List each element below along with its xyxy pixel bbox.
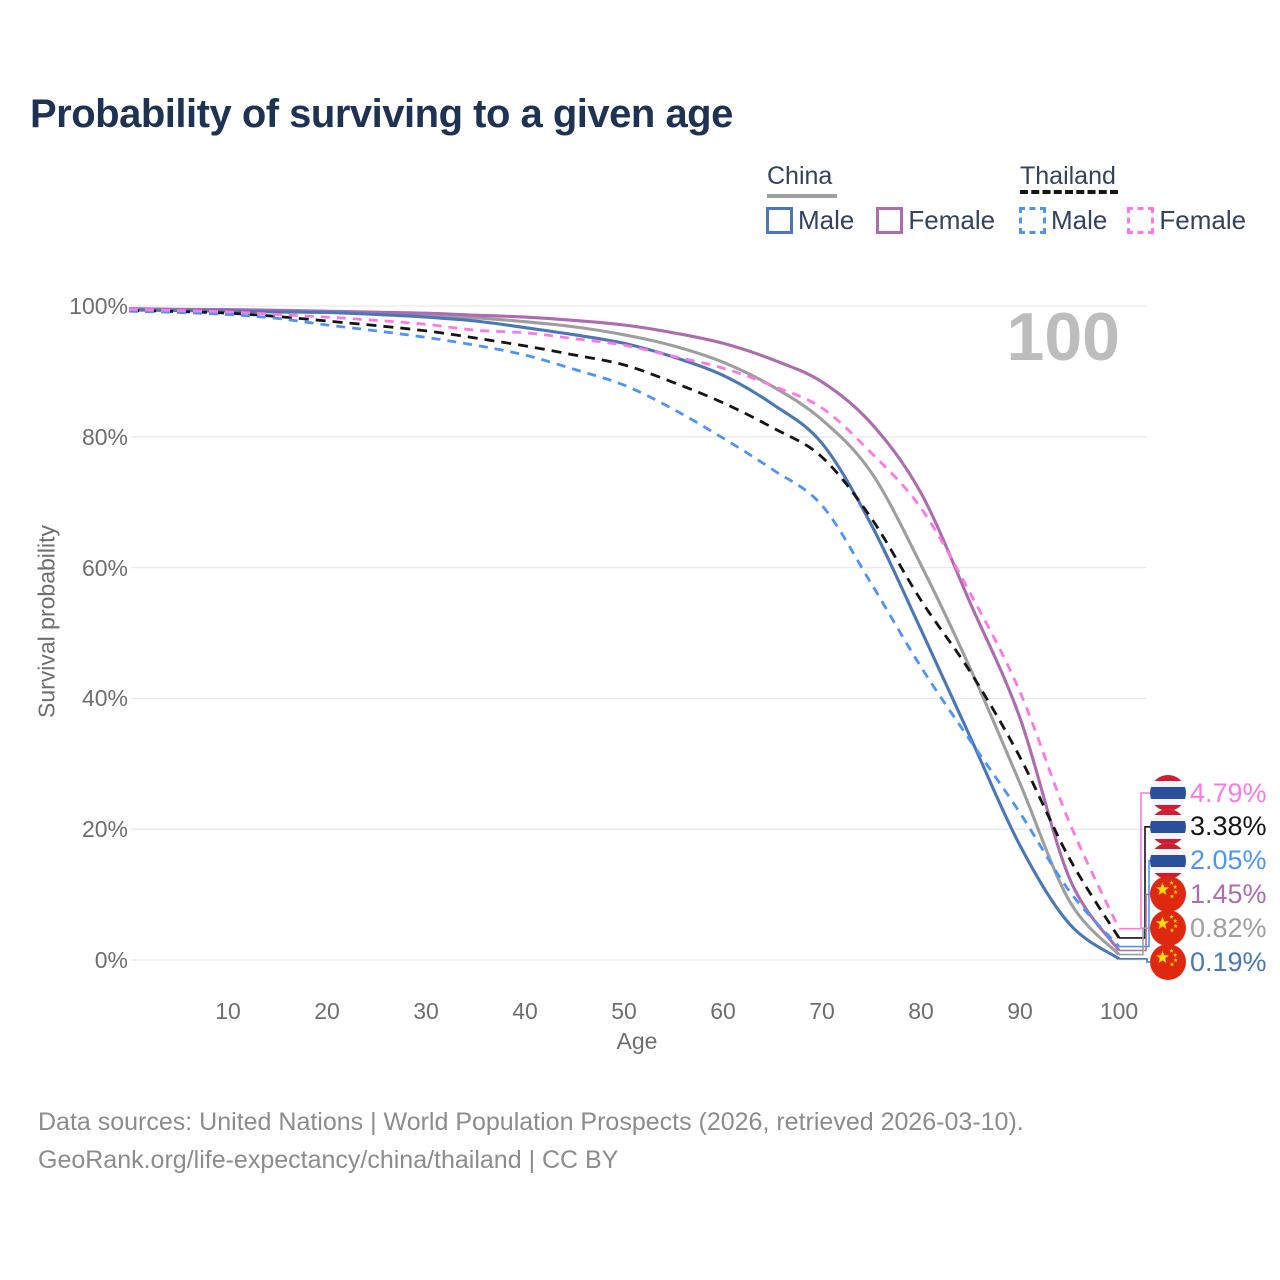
line-china-both-sexes[interactable] <box>128 307 1121 956</box>
line-china-female[interactable] <box>128 307 1121 952</box>
end-label-china-male[interactable]: 0.19% <box>1150 944 1267 980</box>
end-label-connector <box>1119 826 1150 939</box>
end-value: 1.45% <box>1190 878 1267 909</box>
end-label-connector <box>1119 958 1150 963</box>
legend-items-thailand: Male Female <box>1019 205 1246 236</box>
y-tick-label: 40% <box>81 685 128 712</box>
legend-label: Female <box>908 205 996 235</box>
end-label-connector <box>1119 927 1150 956</box>
legend-group-thailand: Thailand <box>1020 162 1118 198</box>
end-value: 2.05% <box>1190 845 1267 876</box>
y-tick-label: 20% <box>81 816 128 843</box>
end-label-thailand-both-sexes[interactable]: 3.38% <box>1150 808 1267 845</box>
x-tick-label: 60 <box>710 998 736 1024</box>
attribution-text: GeoRank.org/life-expectancy/china/thaila… <box>38 1146 619 1174</box>
x-tick-label: 80 <box>908 998 934 1024</box>
end-label-connector <box>1119 893 1150 952</box>
end-value: 0.82% <box>1190 912 1267 943</box>
line-china-male[interactable] <box>128 308 1120 961</box>
thailand-female-swatch-icon <box>1127 207 1155 234</box>
end-value: 0.19% <box>1190 946 1267 977</box>
y-axis-title: Survival probability <box>33 524 60 719</box>
end-label-china-female[interactable]: 1.45% <box>1150 876 1267 913</box>
thailand-line-sample <box>1020 190 1118 198</box>
china-flag-icon <box>1150 944 1186 980</box>
x-tick-label: 10 <box>215 998 241 1024</box>
thailand-flag-icon <box>1150 775 1186 811</box>
line-thailand-female[interactable] <box>128 307 1121 930</box>
legend-thailand-heading: Thailand <box>1020 162 1116 190</box>
x-tick-label: 100 <box>1099 998 1139 1024</box>
line-thailand-both-sexes[interactable] <box>128 308 1121 939</box>
end-value: 4.79% <box>1190 777 1267 808</box>
legend-group-china: China <box>767 162 837 198</box>
x-axis-title: Age <box>616 1028 658 1054</box>
legend-label: Female <box>1159 205 1247 235</box>
x-tick-label: 20 <box>314 998 340 1024</box>
china-flag-icon <box>1150 910 1186 947</box>
china-flag-icon <box>1150 876 1186 913</box>
line-thailand-male[interactable] <box>128 309 1121 948</box>
y-tick-label: 60% <box>81 554 128 581</box>
legend-item-china-female[interactable]: Female <box>876 205 995 236</box>
legend-item-thailand-male[interactable]: Male <box>1019 205 1107 236</box>
thailand-flag-icon <box>1150 842 1186 879</box>
legend-items-china: Male Female <box>766 205 995 236</box>
end-label-connector <box>1119 859 1150 948</box>
x-tick-label: 90 <box>1007 998 1033 1024</box>
china-female-swatch-icon <box>876 207 904 234</box>
legend-label: Male <box>1051 205 1108 235</box>
page-title: Probability of surviving to a given age <box>30 92 733 136</box>
end-label-thailand-female[interactable]: 4.79% <box>1150 775 1267 811</box>
x-tick-label: 70 <box>809 998 835 1024</box>
end-label-china-both-sexes[interactable]: 0.82% <box>1150 910 1267 947</box>
legend-item-thailand-female[interactable]: Female <box>1127 205 1246 236</box>
y-tick-label: 80% <box>81 423 128 450</box>
x-tick-label: 40 <box>512 998 538 1024</box>
thailand-male-swatch-icon <box>1019 207 1046 234</box>
x-tick-label: 30 <box>413 998 439 1024</box>
end-label-thailand-male[interactable]: 2.05% <box>1150 842 1267 879</box>
age-counter-watermark: 100 <box>1007 299 1120 375</box>
china-line-sample <box>767 194 837 198</box>
y-tick-label: 0% <box>94 947 128 973</box>
x-tick-label: 50 <box>611 998 637 1024</box>
y-tick-label: 100% <box>69 293 128 319</box>
data-sources-text: Data sources: United Nations | World Pop… <box>38 1108 1024 1136</box>
legend-label: Male <box>798 205 855 235</box>
thailand-flag-icon <box>1150 808 1186 845</box>
legend-china-heading: China <box>767 162 833 190</box>
end-value: 3.38% <box>1190 811 1267 842</box>
end-label-connector <box>1119 792 1150 930</box>
legend-item-china-male[interactable]: Male <box>766 205 854 236</box>
china-male-swatch-icon <box>766 207 793 234</box>
